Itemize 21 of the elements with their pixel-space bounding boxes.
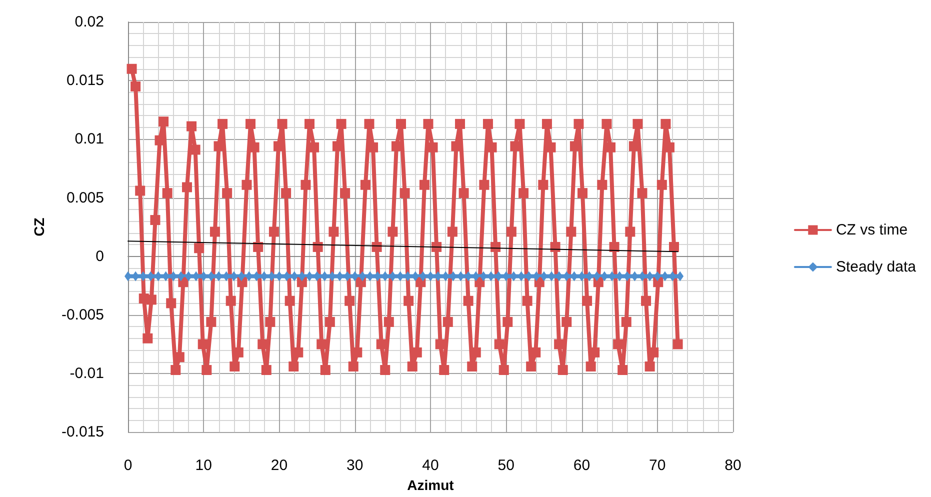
x-tick-label: 40 xyxy=(422,457,439,474)
x-tick-label: 10 xyxy=(195,457,212,474)
x-tick-label: 60 xyxy=(573,457,590,474)
y-tick-label: -0.015 xyxy=(61,424,104,441)
y-axis-title: CZ xyxy=(31,217,47,236)
x-tick-label: 50 xyxy=(498,457,514,474)
y-tick-label: 0 xyxy=(96,248,104,265)
legend-label: Steady data xyxy=(836,258,917,276)
x-tick-label: 80 xyxy=(724,457,742,474)
x-axis-title: Azimut xyxy=(407,477,454,493)
y-tick-label: 0.02 xyxy=(74,14,104,30)
x-tick-label: 20 xyxy=(270,457,288,474)
y-tick-label: 0.01 xyxy=(74,130,104,148)
x-tick-label: 0 xyxy=(124,457,132,474)
y-tick-label: 0.005 xyxy=(66,189,104,206)
y-tick-label: 0.015 xyxy=(66,72,104,90)
x-tick-label: 70 xyxy=(649,457,666,474)
y-tick-label: -0.005 xyxy=(61,306,104,324)
x-tick-label: 30 xyxy=(346,457,364,474)
y-tick-label: -0.01 xyxy=(70,365,104,382)
legend-label: CZ vs time xyxy=(836,222,908,238)
